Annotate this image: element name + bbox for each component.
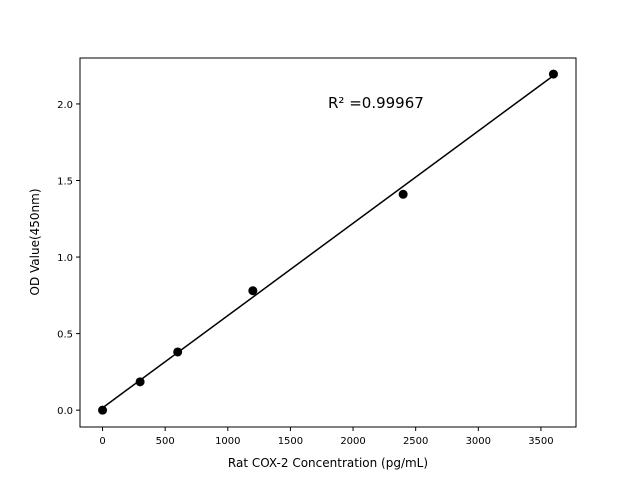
x-tick-label: 3000 <box>466 436 491 447</box>
x-tick-label: 0 <box>99 436 105 447</box>
x-axis: 0 500 1000 1500 2000 2500 3000 3500 <box>99 427 554 447</box>
x-tick-label: 500 <box>156 436 175 447</box>
y-tick-label: 0.0 <box>57 406 73 417</box>
x-tick-label: 1500 <box>278 436 303 447</box>
x-tick-label: 3500 <box>528 436 553 447</box>
y-axis: 0.0 0.5 1.0 1.5 2.0 <box>57 100 80 417</box>
data-point <box>98 405 108 415</box>
axes-frame <box>79 57 577 428</box>
x-axis-label: Rat COX-2 Concentration (pg/mL) <box>228 456 428 470</box>
y-tick-label: 0.5 <box>57 330 73 341</box>
x-tick-label: 2500 <box>403 436 428 447</box>
y-axis-label: OD Value(450nm) <box>28 188 42 295</box>
x-tick-label: 2000 <box>340 436 365 447</box>
data-point <box>548 69 558 79</box>
x-tick-label: 1000 <box>215 436 240 447</box>
y-tick-label: 2.0 <box>57 100 73 111</box>
y-tick-label: 1.0 <box>57 253 73 264</box>
r-squared-annotation: R² =0.99967 <box>328 94 424 112</box>
y-tick-label: 1.5 <box>57 176 73 187</box>
data-point <box>398 189 408 199</box>
data-point <box>173 347 183 357</box>
data-point <box>135 377 145 387</box>
data-point <box>248 286 258 296</box>
